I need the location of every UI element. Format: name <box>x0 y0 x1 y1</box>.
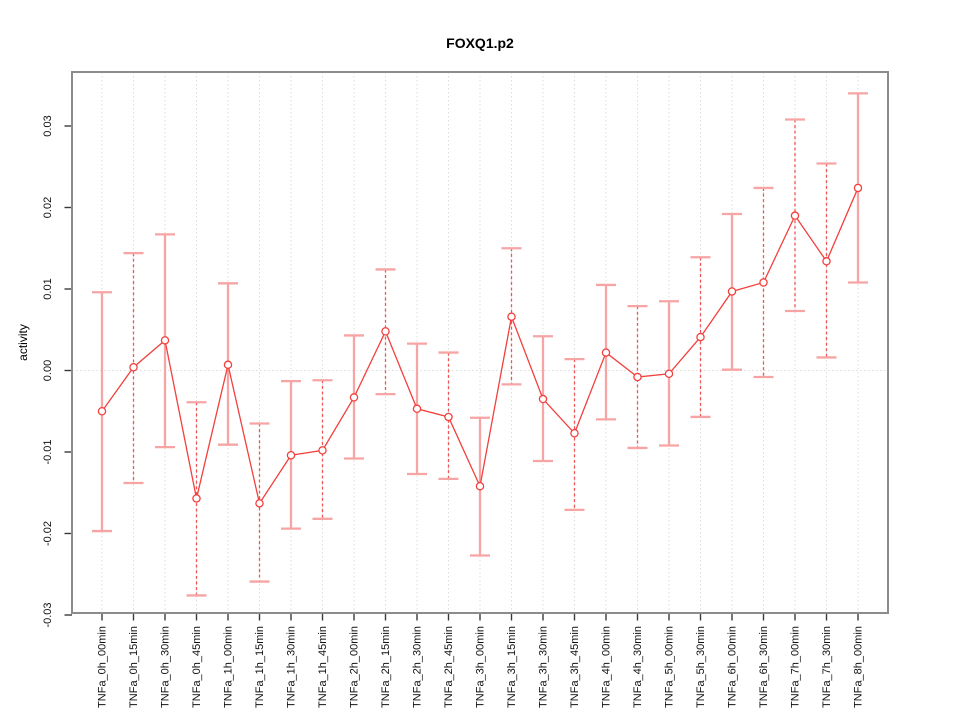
x-tick-label: TNFa_3h_45min <box>569 626 581 708</box>
plot-frame <box>71 71 889 614</box>
x-tick-label: TNFa_6h_30min <box>758 626 770 708</box>
x-tick-label: TNFa_0h_30min <box>160 626 172 708</box>
x-tick-label: TNFa_1h_15min <box>254 626 266 708</box>
data-point-marker <box>444 412 453 422</box>
data-point-marker <box>255 499 264 508</box>
data-point-marker <box>538 394 548 404</box>
x-tick-label: TNFa_3h_30min <box>538 626 550 708</box>
data-point-marker <box>696 332 705 342</box>
data-point-marker <box>192 494 201 503</box>
x-tick-label: TNFa_1h_30min <box>286 626 298 708</box>
data-point-marker <box>349 393 359 402</box>
x-tick-label: TNFa_8h_00min <box>853 626 865 708</box>
y-tick-label: 0.03 <box>42 115 54 136</box>
y-tick-label: -0.01 <box>42 439 54 464</box>
data-point-marker <box>853 183 863 193</box>
data-point-marker <box>318 446 327 455</box>
y-tick-label: -0.03 <box>42 602 54 627</box>
x-tick-label: TNFa_4h_00min <box>601 626 613 708</box>
x-tick-label: TNFa_5h_00min <box>664 626 676 708</box>
data-point-marker <box>633 372 642 382</box>
gridlines-layer <box>72 72 888 613</box>
x-tick-label: TNFa_2h_15min <box>380 626 392 708</box>
x-tick-label: TNFa_2h_00min <box>349 626 361 708</box>
data-point-marker <box>475 481 485 491</box>
y-tick-label: 0.00 <box>42 360 54 381</box>
x-tick-label: TNFa_0h_15min <box>128 626 140 708</box>
x-tick-label: TNFa_1h_00min <box>223 626 235 708</box>
data-point-marker <box>129 362 138 372</box>
x-tick-label: TNFa_1h_45min <box>317 626 329 708</box>
x-tick-label: TNFa_6h_00min <box>727 626 739 708</box>
x-tick-label: TNFa_0h_00min <box>97 626 109 708</box>
data-point-marker <box>381 327 390 336</box>
x-tick-label: TNFa_7h_00min <box>790 626 802 708</box>
x-tick-label: TNFa_2h_45min <box>443 626 455 708</box>
data-point-marker <box>286 451 296 460</box>
y-axis-label: activity <box>16 324 30 361</box>
data-point-marker <box>570 429 579 438</box>
x-tick-label: TNFa_3h_00min <box>475 626 487 708</box>
x-tick-label: TNFa_0h_45min <box>191 626 203 708</box>
data-point-marker <box>822 257 831 266</box>
x-tick-label: TNFa_3h_15min <box>506 626 518 708</box>
data-point-marker <box>223 360 233 370</box>
data-point-marker <box>601 348 611 357</box>
data-point-marker <box>412 404 422 414</box>
data-point-marker <box>759 278 768 287</box>
y-tick-label: -0.02 <box>42 521 54 546</box>
data-point-marker <box>727 287 737 296</box>
data-point-marker <box>790 211 800 220</box>
x-tick-label: TNFa_7h_30min <box>821 626 833 708</box>
data-series-layer <box>97 183 863 508</box>
x-tick-label: TNFa_4h_30min <box>632 626 644 708</box>
data-point-marker <box>507 312 516 321</box>
data-point-marker <box>160 336 170 345</box>
data-point-marker <box>664 369 674 379</box>
chart-title: FOXQ1.p2 <box>446 35 514 51</box>
y-tick-label: 0.01 <box>42 278 54 299</box>
axes-layer: 0.03 0.02 0.01 0.00 -0.01 -0.02 -0.03 TNFa_0h_0… <box>42 115 865 708</box>
x-tick-label: TNFa_2h_30min <box>412 626 424 708</box>
x-tick-label: TNFa_5h_30min <box>695 626 707 708</box>
y-tick-label: 0.02 <box>42 197 54 218</box>
data-point-marker <box>97 406 107 416</box>
